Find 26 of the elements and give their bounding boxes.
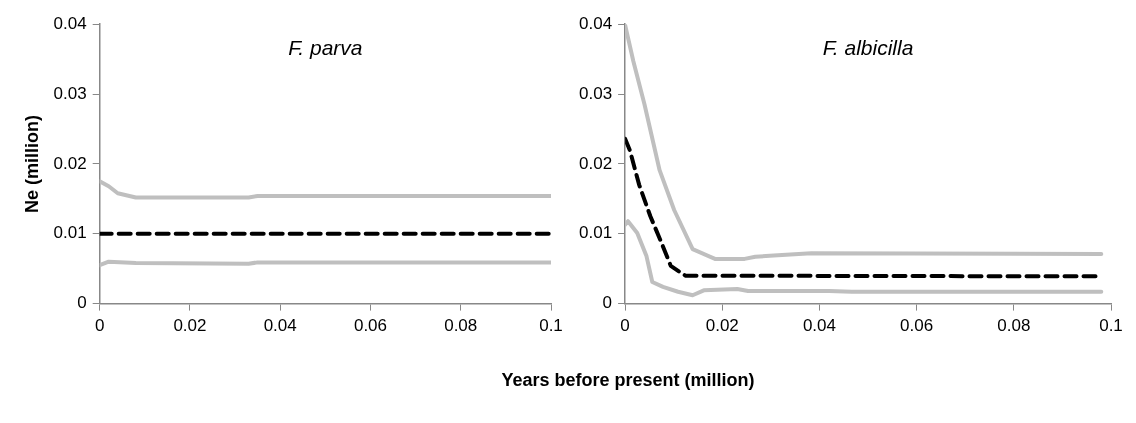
x-tick-label: 0.02 [705, 316, 739, 336]
text: F. albicilla [822, 35, 914, 59]
y-axis-title: Ne (million) [21, 114, 42, 213]
x-tick-label: 0.1 [1099, 316, 1123, 336]
x-axis-title: Years before present (million) [500, 370, 756, 391]
x-tick-label: 0.06 [900, 316, 934, 336]
y-tick-label: 0.02 [578, 153, 613, 173]
text: F. parva [288, 35, 363, 59]
y-tick-label: 0.02 [53, 153, 87, 173]
y-tick-label: 0.04 [578, 13, 613, 33]
x-tick-label: 0.1 [539, 316, 563, 336]
y-tick-label: 0.03 [578, 83, 613, 103]
x-tick-label: 0.04 [263, 316, 297, 336]
x-tick-label: 0.08 [997, 316, 1031, 336]
x-tick-label: 0 [620, 316, 630, 336]
y-tick-label: 0.04 [53, 13, 87, 33]
y-tick-label: 0.01 [578, 223, 613, 243]
x-tick-label: 0.04 [802, 316, 836, 336]
x-tick-label: 0.08 [444, 316, 478, 336]
x-tick-label: 0.02 [173, 316, 207, 336]
y-tick-label: 0.03 [53, 83, 87, 103]
x-tick-label: 0.06 [353, 316, 388, 336]
y-tick-label: 0 [77, 293, 87, 313]
y-tick-label: 0.01 [53, 223, 87, 243]
y-tick-label: 0 [602, 293, 613, 313]
x-tick-label: 0 [94, 316, 105, 336]
